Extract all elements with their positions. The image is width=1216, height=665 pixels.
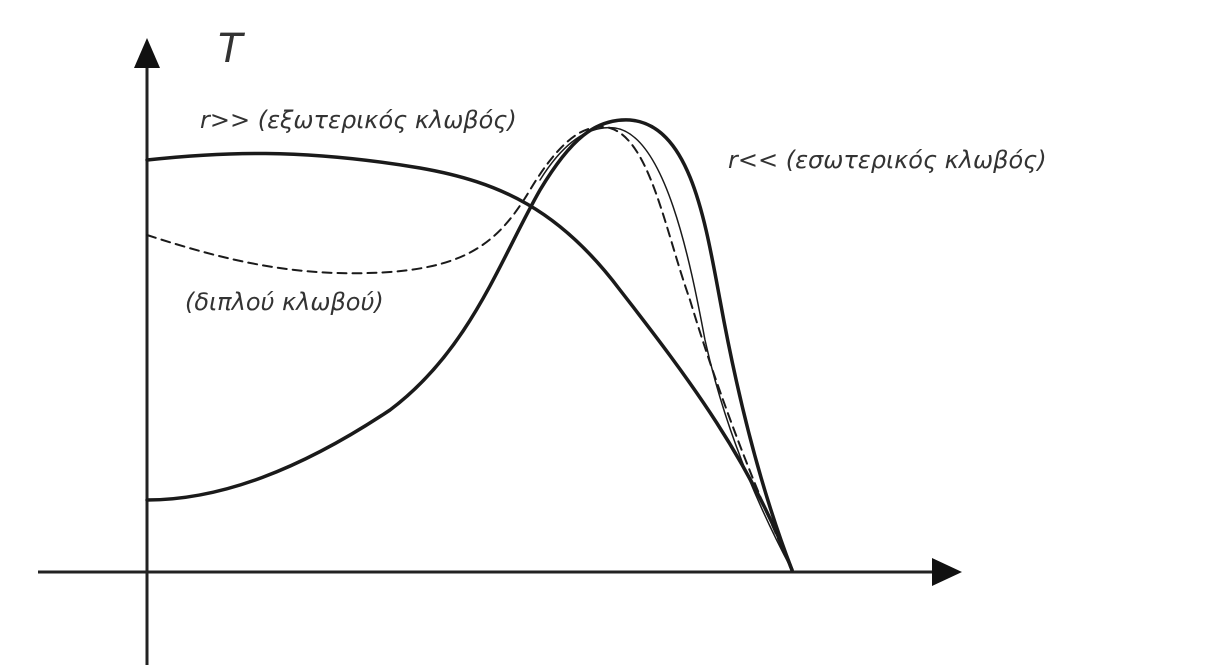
inner-cage-label: r<< (εσωτερικός κλωβός): [728, 146, 1047, 174]
y-axis-arrow: [134, 38, 160, 68]
x-axis-arrow: [932, 558, 962, 586]
page: T r>> (εξωτερικός κλωβός) r<< (εσωτερικό…: [0, 0, 1216, 665]
y-axis-label: T: [218, 26, 246, 72]
inner-cage-curve: [147, 120, 792, 570]
outer-cage-curve: [147, 153, 792, 570]
double-cage-label: (διπλού κλωβού): [185, 288, 384, 316]
outer-cage-label: r>> (εξωτερικός κλωβός): [200, 106, 517, 134]
diagram: T r>> (εξωτερικός κλωβός) r<< (εσωτερικό…: [0, 0, 1216, 665]
